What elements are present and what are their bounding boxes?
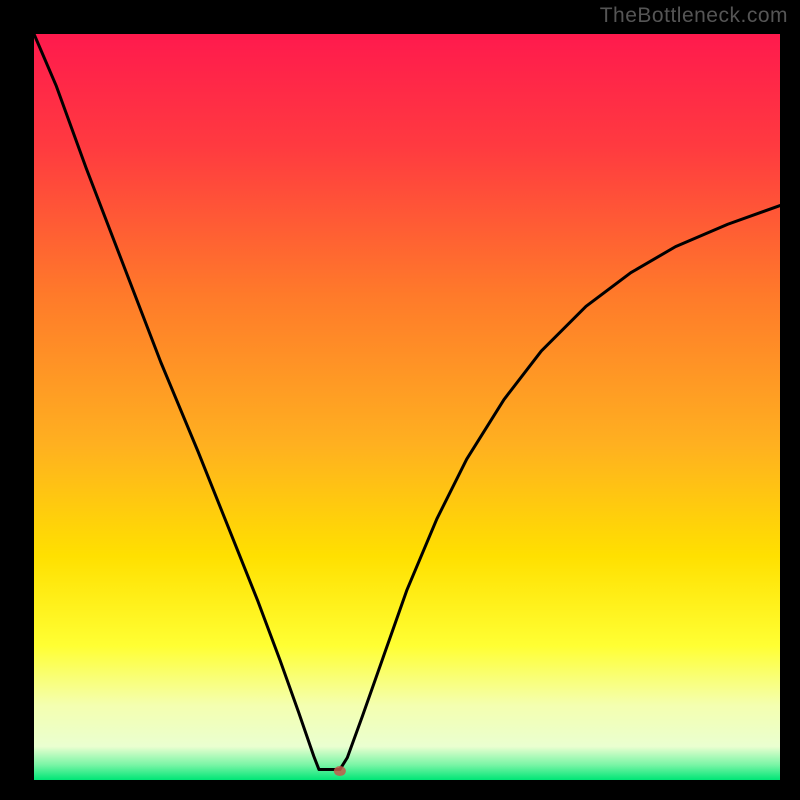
bottleneck-chart: TheBottleneck.com	[0, 0, 800, 800]
watermark-text: TheBottleneck.com	[600, 4, 788, 28]
chart-background-gradient	[34, 34, 780, 780]
